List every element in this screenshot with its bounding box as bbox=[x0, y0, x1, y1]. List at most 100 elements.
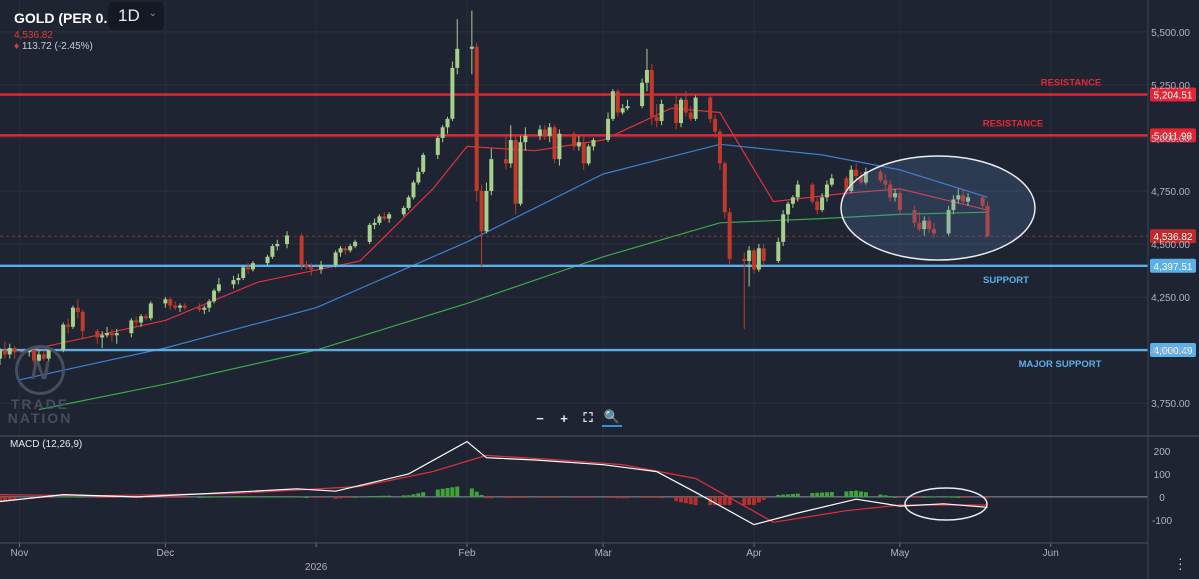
macd-histogram-bar bbox=[547, 496, 552, 498]
macd-histogram-bar bbox=[212, 496, 217, 498]
macd-histogram-bar bbox=[207, 496, 212, 498]
candle-body bbox=[912, 210, 917, 223]
macd-histogram-bar bbox=[387, 495, 392, 497]
candle-body bbox=[610, 91, 615, 119]
macd-histogram-bar bbox=[897, 496, 902, 498]
candle-body bbox=[139, 316, 144, 323]
candle-body bbox=[372, 222, 377, 225]
macd-histogram-bar bbox=[309, 496, 314, 498]
more-options-icon[interactable]: · · · bbox=[1178, 550, 1183, 576]
fit-screen-button[interactable]: ⛶ bbox=[583, 410, 593, 425]
macd-histogram-bar bbox=[182, 496, 187, 498]
macd-histogram-bar bbox=[367, 496, 372, 498]
macd-histogram-bar bbox=[795, 493, 800, 497]
level-label: MAJOR SUPPORT bbox=[1019, 359, 1102, 370]
candle-body bbox=[751, 250, 756, 270]
candle-body bbox=[338, 248, 343, 253]
zoom-out-button[interactable]: − bbox=[536, 410, 544, 426]
symbol-title[interactable]: GOLD (PER 0.1) bbox=[14, 10, 120, 26]
candle-body bbox=[581, 142, 586, 164]
zoom-toolbar: − + ⛶ 🔍 bbox=[530, 409, 622, 427]
macd-histogram-bar bbox=[591, 496, 596, 498]
candle-body bbox=[586, 146, 591, 164]
macd-histogram-bar bbox=[649, 496, 654, 498]
candle-body bbox=[557, 133, 562, 160]
candle-body bbox=[435, 137, 440, 155]
macd-histogram-bar bbox=[679, 496, 684, 503]
macd-histogram-bar bbox=[751, 496, 756, 505]
macd-histogram-bar bbox=[163, 496, 168, 498]
macd-histogram-bar bbox=[956, 496, 961, 498]
macd-histogram-bar bbox=[824, 492, 829, 497]
candle-body bbox=[844, 178, 849, 191]
macd-histogram-bar bbox=[197, 496, 202, 498]
candle-body bbox=[231, 280, 236, 285]
candle-body bbox=[202, 307, 207, 310]
trade-nation-logo: N TRADE NATION bbox=[2, 345, 78, 425]
macd-histogram-bar bbox=[742, 496, 747, 505]
highlight-ellipse-macd bbox=[904, 487, 988, 521]
candle-body bbox=[377, 216, 382, 223]
macd-histogram-bar bbox=[250, 496, 255, 498]
macd-histogram-bar bbox=[440, 488, 445, 497]
candle-body bbox=[416, 171, 421, 183]
macd-histogram-bar bbox=[168, 496, 173, 498]
level-tag bbox=[1150, 343, 1196, 358]
candle-body bbox=[625, 106, 630, 109]
macd-histogram-bar bbox=[761, 496, 766, 501]
candle-body bbox=[829, 178, 834, 185]
level-label: SUPPORT bbox=[983, 275, 1029, 286]
candle-body bbox=[693, 97, 698, 119]
timeframe-selector[interactable]: 1D ⌄ bbox=[108, 2, 164, 30]
macd-histogram-bar bbox=[654, 496, 659, 498]
candle-body bbox=[849, 169, 854, 191]
macd-histogram-bar bbox=[450, 487, 455, 497]
macd-histogram-bar bbox=[513, 496, 518, 499]
macd-histogram-bar bbox=[722, 496, 727, 506]
macd-histogram-bar bbox=[319, 496, 324, 498]
candle-body bbox=[70, 307, 75, 327]
y-tick-label: 4,250.00 bbox=[1151, 293, 1190, 304]
candle-body bbox=[134, 320, 139, 323]
zoom-tool-button[interactable]: 🔍 bbox=[602, 409, 622, 427]
candle-body bbox=[747, 250, 752, 261]
candle-body bbox=[956, 195, 961, 200]
candle-body bbox=[173, 305, 178, 308]
candles bbox=[0, 10, 990, 365]
x-tick-label: Nov bbox=[11, 548, 29, 559]
macd-histogram-bar bbox=[41, 496, 46, 498]
y-tick-label: 5,500.00 bbox=[1151, 28, 1190, 39]
candle-body bbox=[508, 140, 513, 164]
candle-body bbox=[552, 127, 557, 160]
level-tag-text: 5,011.98 bbox=[1154, 131, 1193, 142]
macd-histogram-bar bbox=[776, 494, 781, 497]
candle-body bbox=[75, 307, 80, 312]
macd-histogram-bar bbox=[236, 496, 241, 498]
macd-histogram-bar bbox=[435, 489, 440, 497]
macd-histogram-bar bbox=[105, 496, 110, 498]
candle-body bbox=[542, 129, 547, 136]
zoom-in-button[interactable]: + bbox=[560, 410, 568, 426]
candle-body bbox=[411, 182, 416, 198]
candle-body bbox=[114, 333, 119, 336]
macd-y-tick-label: 100 bbox=[1154, 470, 1171, 481]
macd-histogram-bar bbox=[479, 494, 484, 497]
candle-body bbox=[859, 176, 863, 183]
macd-y-tick-label: -100 bbox=[1152, 516, 1172, 527]
macd-histogram-bar bbox=[304, 496, 309, 498]
candle-body bbox=[606, 118, 611, 141]
macd-histogram-bar bbox=[542, 496, 547, 498]
candle-body bbox=[820, 197, 825, 211]
y-tick-label: 5,250.00 bbox=[1151, 81, 1190, 92]
macd-histogram-bar bbox=[615, 496, 620, 499]
candle-body bbox=[401, 207, 406, 215]
candle-body bbox=[688, 112, 693, 119]
macd-histogram-bar bbox=[552, 496, 557, 498]
macd-histogram-bar bbox=[343, 496, 348, 498]
candle-body bbox=[985, 205, 990, 237]
macd-histogram-bar bbox=[693, 496, 698, 506]
macd-histogram-bar bbox=[951, 496, 956, 498]
